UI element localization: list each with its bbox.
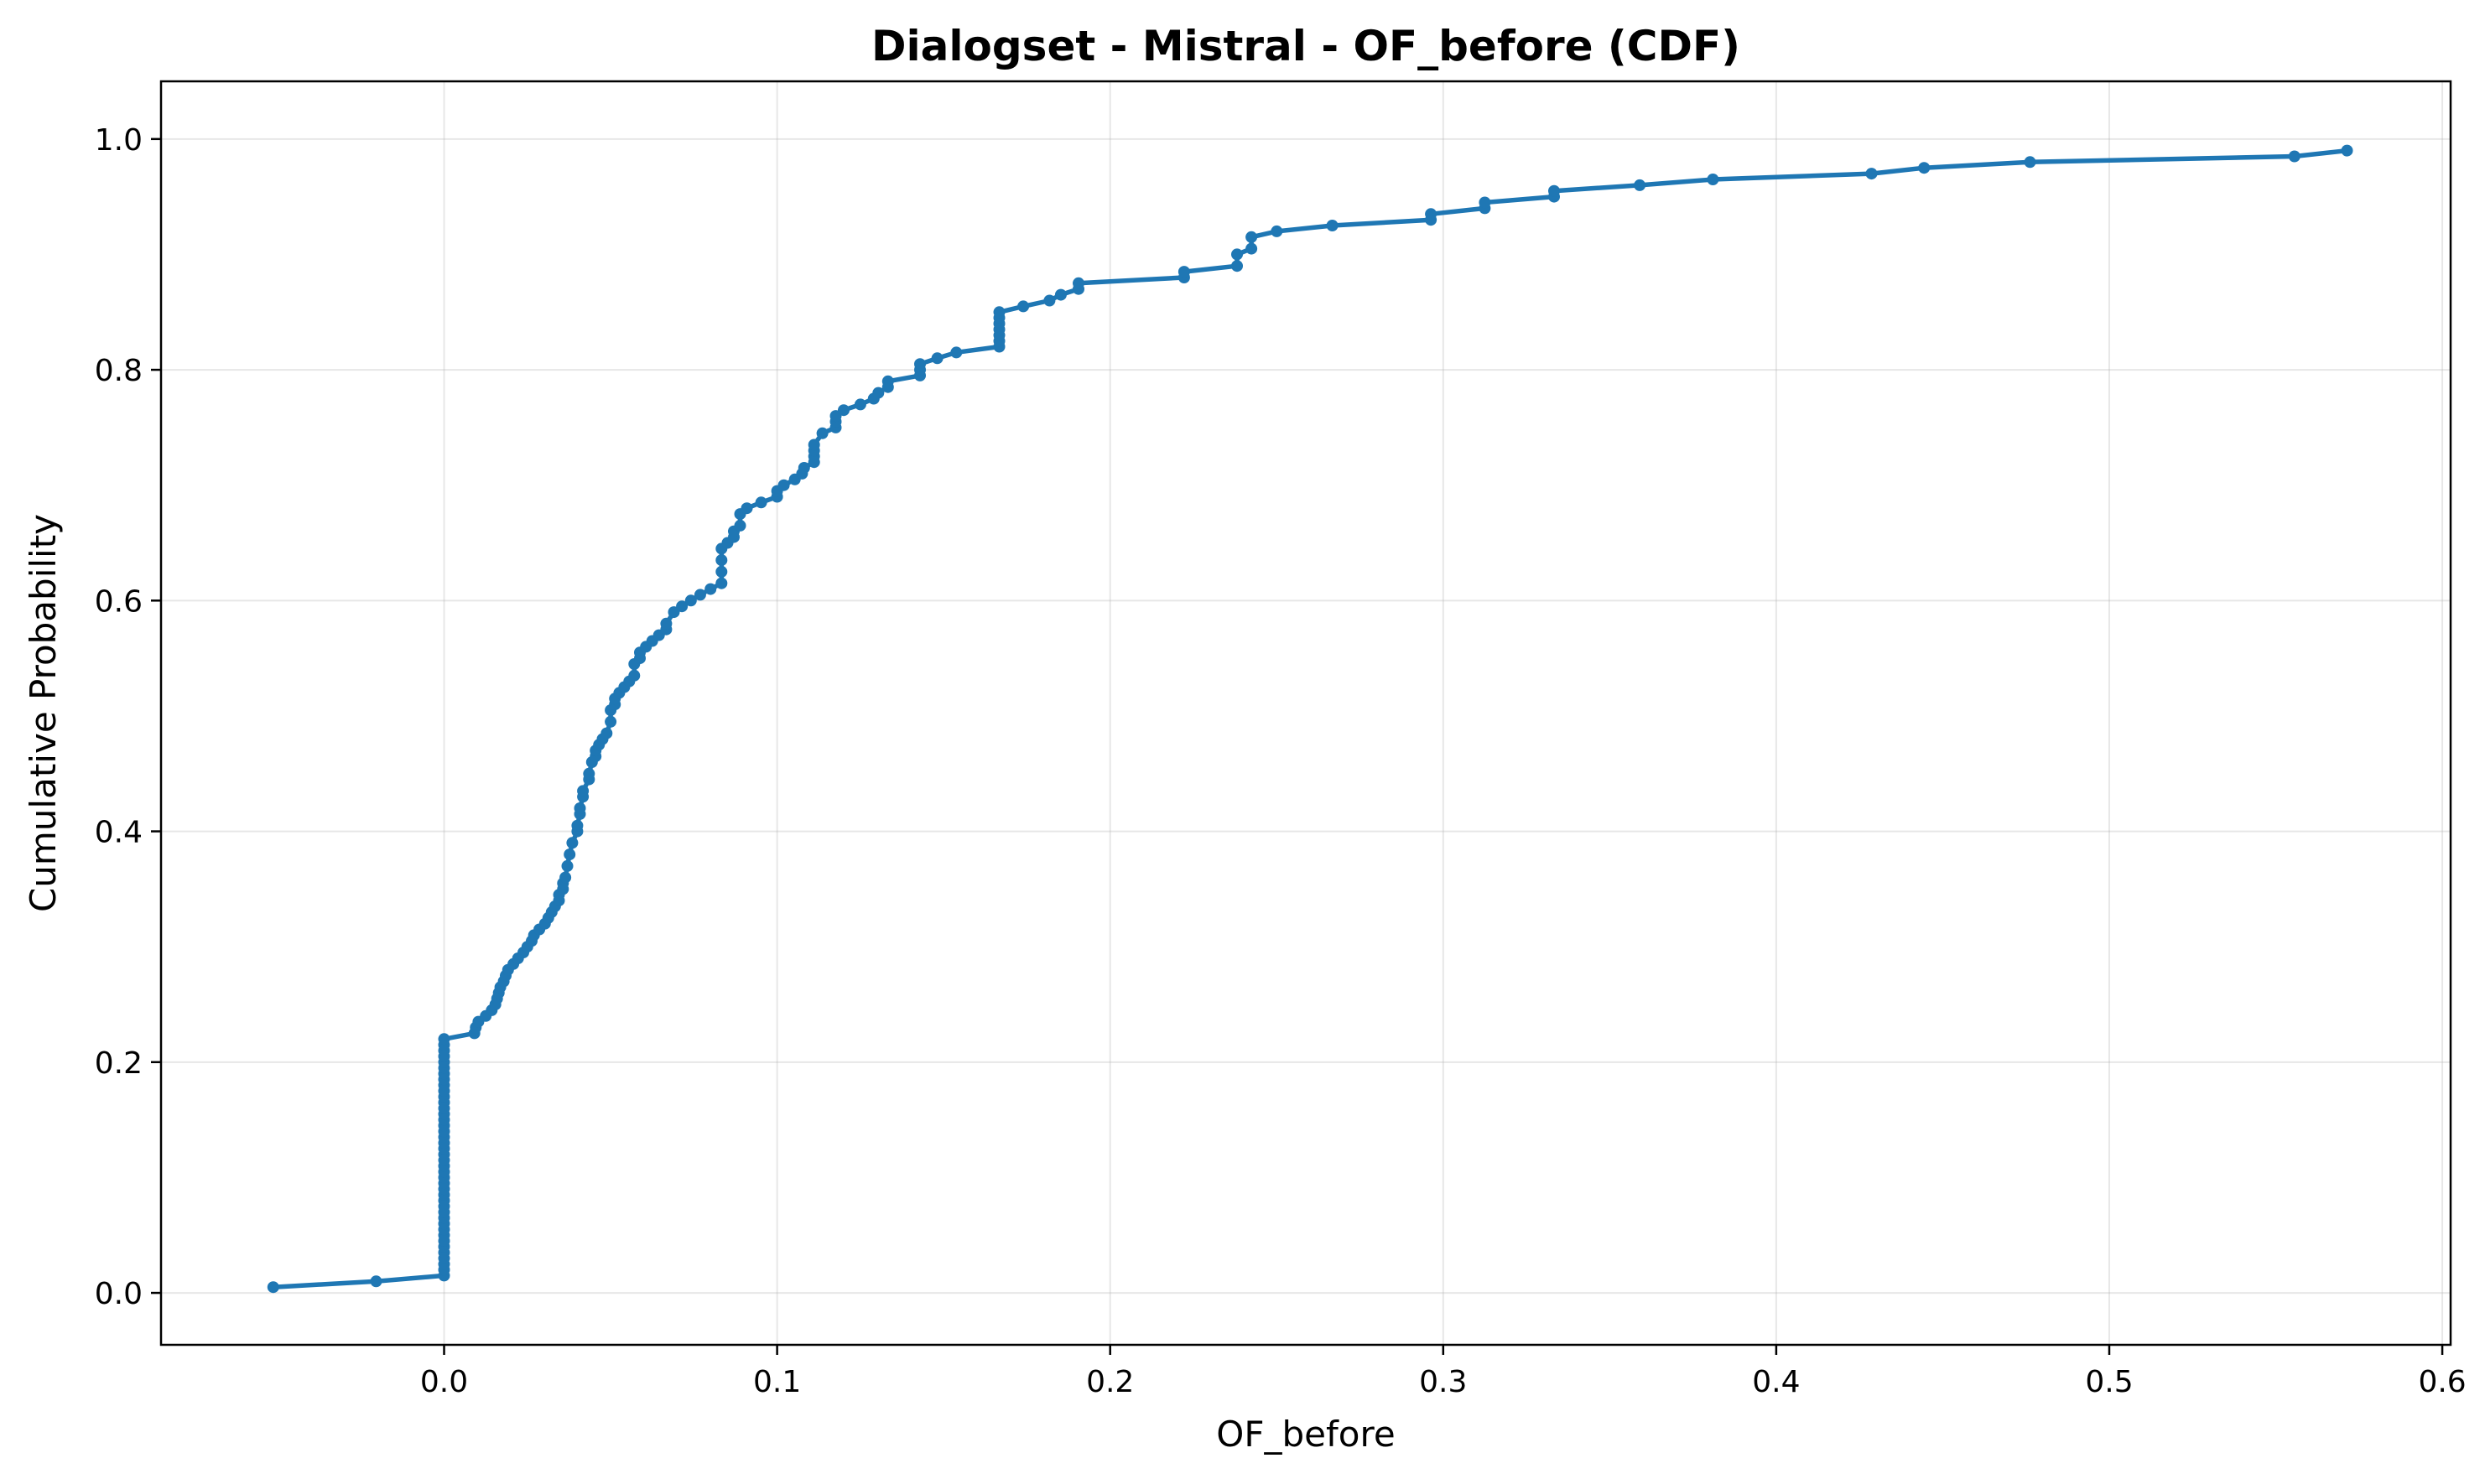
plot-area-frame: [159, 80, 2452, 1346]
x-tick-label: 0.0: [420, 1365, 468, 1399]
x-tick-label: 0.5: [2085, 1365, 2133, 1399]
cdf-data-point: [931, 352, 944, 365]
x-tick-label: 0.1: [753, 1365, 801, 1399]
y-tick-label: 1.0: [95, 123, 143, 158]
cdf-data-point: [566, 837, 579, 849]
cdf-data-point: [628, 669, 641, 682]
cdf-data-point: [1326, 220, 1339, 231]
cdf-data-point: [734, 519, 746, 532]
cdf-data-point: [704, 583, 717, 595]
cdf-data-point: [1017, 300, 1030, 313]
cdf-data-point: [838, 404, 850, 417]
x-tick-label: 0.4: [1752, 1365, 1800, 1399]
cdf-data-point: [2288, 150, 2300, 163]
cdf-data-point: [370, 1275, 382, 1288]
cdf-data-point: [1043, 294, 1056, 307]
cdf-data-point: [1425, 208, 1437, 221]
cdf-data-point: [1073, 277, 1084, 289]
series-layer: [267, 144, 2353, 1294]
cdf-data-point: [777, 479, 790, 491]
cdf-data-point: [676, 600, 689, 613]
y-tick-label: 0.4: [95, 816, 143, 850]
y-tick-label: 0.8: [95, 354, 143, 388]
cdf-data-point: [914, 358, 926, 371]
cdf-data-point: [1271, 225, 1283, 237]
cdf-data-point: [1479, 196, 1491, 209]
cdf-data-point: [559, 871, 572, 884]
cdf-data-point: [684, 594, 697, 607]
cdf-data-point: [2024, 156, 2036, 169]
cdf-data-point: [1707, 174, 1719, 185]
cdf-data-point: [564, 848, 576, 861]
cdf-data-point: [1245, 242, 1258, 255]
x-tick-label: 0.3: [1419, 1365, 1467, 1399]
cdf-data-point: [1918, 162, 1931, 174]
x-tick-label: 0.6: [2418, 1365, 2466, 1399]
y-tick-label: 0.6: [95, 584, 143, 619]
cdf-data-point: [741, 502, 753, 515]
grid: [161, 81, 2451, 1345]
cdf-data-point: [872, 387, 885, 399]
cdf-data-point: [1865, 168, 1878, 180]
x-tick-label: 0.2: [1086, 1365, 1134, 1399]
cdf-data-point: [755, 496, 767, 509]
chart-title: Dialogset - Mistral - OF_before (CDF): [871, 22, 1740, 70]
cdf-data-point: [574, 802, 586, 814]
cdf-data-point: [600, 727, 613, 739]
cdf-data-point: [950, 346, 963, 359]
cdf-data-point: [1245, 231, 1258, 243]
axis-ticks: 0.0 0.1 0.2 0.3 0.4 0.5 0.6 0.0 0.2 0.4 0.6 0.8 1.0: [95, 123, 2467, 1399]
cdf-data-point: [715, 577, 728, 589]
cdf-data-point: [816, 427, 829, 439]
cdf-data-point: [715, 554, 728, 567]
cdf-data-point: [605, 715, 617, 728]
cdf-data-point: [993, 306, 1006, 319]
cdf-data-point: [1634, 179, 1646, 191]
cdf-data-point: [1548, 184, 1560, 197]
cdf-data-point: [1178, 266, 1190, 278]
y-axis-label: Cumulative Probability: [23, 514, 64, 912]
cdf-data-point: [715, 565, 728, 578]
x-axis-label: OF_before: [1216, 1414, 1395, 1455]
cdf-data-point: [660, 617, 673, 630]
cdf-data-point: [2341, 144, 2353, 157]
cdf-data-point: [798, 462, 810, 474]
cdf-data-point: [854, 398, 866, 411]
cdf-data-point: [438, 1033, 450, 1046]
cdf-data-point: [571, 819, 584, 832]
cdf-data-point: [561, 859, 574, 872]
cdf-data-point: [583, 767, 595, 780]
y-tick-label: 0.2: [95, 1046, 143, 1081]
y-tick-label: 0.0: [95, 1277, 143, 1311]
cdf-data-point: [808, 438, 820, 451]
cdf-data-point: [267, 1281, 279, 1294]
cdf-data-point: [1054, 288, 1067, 301]
cdf-data-point: [694, 589, 706, 601]
cdf-data-point: [1231, 248, 1243, 261]
cdf-data-point: [577, 785, 590, 797]
cdf-data-point: [1231, 260, 1243, 272]
cdf-data-point: [881, 375, 894, 387]
